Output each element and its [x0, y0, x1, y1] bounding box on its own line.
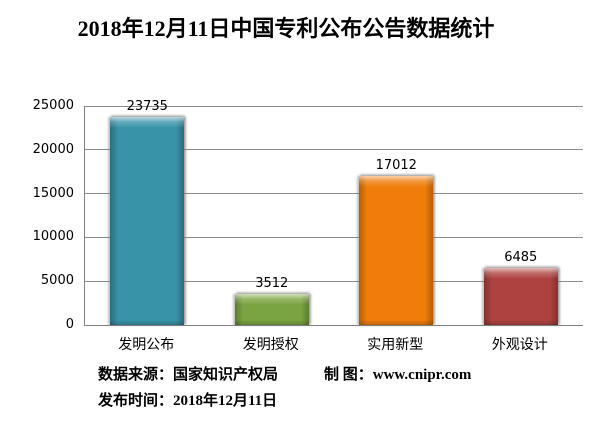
gridline: [85, 149, 583, 151]
x-axis-category-label: 实用新型: [367, 337, 424, 353]
y-axis-tick-label: 5000: [40, 273, 74, 289]
y-axis-tick-label: 15000: [32, 185, 74, 201]
x-axis-category-label: 发明授权: [242, 337, 299, 353]
gridline: [85, 236, 583, 238]
y-axis-tick-label: 20000: [32, 141, 74, 157]
bar: [234, 294, 309, 325]
gridline: [85, 280, 583, 282]
bar: [359, 175, 434, 325]
data-source-label: 数据来源：国家知识产权局: [98, 367, 279, 383]
y-axis-tick-label: 10000: [32, 229, 74, 245]
gridline: [85, 105, 583, 107]
chart-title: 2018年12月11日中国专利公布公告数据统计: [77, 16, 495, 41]
x-axis-category-label: 发明公布: [118, 337, 175, 353]
x-axis-category-label: 外观设计: [491, 337, 548, 353]
plot-area: 23735 3512 17012 6485: [84, 99, 583, 326]
x-axis-labels: 发明公布 发明授权 实用新型 外观设计: [84, 334, 582, 354]
bar: [483, 268, 558, 325]
bar-value-label: 17012: [375, 157, 417, 173]
bar-value-label: 23735: [126, 99, 168, 115]
publish-date-label: 发布时间：2018年12月11日: [98, 393, 278, 409]
bar-value-label: 6485: [504, 250, 538, 266]
chart-footer: 数据来源：国家知识产权局 制 图：www.cnipr.com 发布时间：2018…: [98, 363, 598, 418]
bar: [110, 117, 185, 325]
bar-value-label: 3512: [255, 276, 289, 292]
gridline: [85, 193, 583, 195]
y-axis-labels: 0 5000 10000 15000 20000 25000: [0, 98, 74, 332]
y-axis-tick-label: 25000: [32, 98, 74, 113]
chart-maker-label: 制 图：www.cnipr.com: [324, 367, 472, 383]
y-axis-tick-label: 0: [65, 317, 74, 332]
